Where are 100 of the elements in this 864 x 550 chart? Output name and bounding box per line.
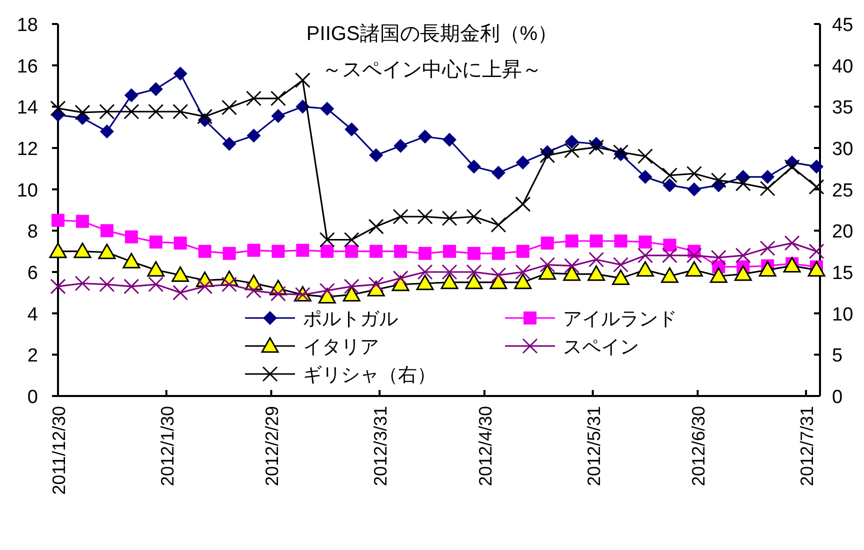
point <box>612 269 630 285</box>
point <box>660 267 678 283</box>
y-tick-label: 0 <box>27 387 38 408</box>
point <box>466 208 482 224</box>
x-tick-label: 2012/2/29 <box>262 406 282 486</box>
point <box>344 232 360 248</box>
point <box>563 265 581 281</box>
point <box>172 266 190 282</box>
point <box>124 278 140 294</box>
point <box>147 261 165 277</box>
y-tick-label: 12 <box>16 139 38 160</box>
y2-tick-label: 45 <box>832 15 854 36</box>
point <box>148 82 163 96</box>
point <box>662 248 678 264</box>
point <box>565 234 578 248</box>
point <box>124 88 138 102</box>
point <box>564 142 580 158</box>
point <box>784 159 800 175</box>
y-tick-label: 16 <box>16 56 38 78</box>
point <box>810 160 824 174</box>
point <box>148 104 164 120</box>
point <box>417 208 433 224</box>
x-tick-label: 2012/1/30 <box>157 406 178 486</box>
point <box>320 102 334 116</box>
point <box>368 276 384 292</box>
point <box>99 104 115 120</box>
point <box>440 274 458 290</box>
point <box>442 264 458 280</box>
x-tick-label: 2012/5/31 <box>584 406 604 486</box>
point <box>99 276 115 292</box>
point <box>368 218 384 234</box>
point <box>222 136 236 151</box>
y2-tick-label: 10 <box>832 304 854 326</box>
point <box>124 104 140 120</box>
point <box>392 208 408 224</box>
point <box>808 261 826 277</box>
point <box>272 244 285 258</box>
y2-tick-label: 25 <box>832 180 854 202</box>
point <box>540 148 556 164</box>
point <box>76 214 89 228</box>
point <box>49 242 67 258</box>
point <box>636 261 654 277</box>
point <box>98 244 116 260</box>
y2-tick-label: 35 <box>832 98 854 119</box>
point <box>370 244 383 258</box>
y2-tick-label: 15 <box>832 263 854 284</box>
point <box>808 179 824 195</box>
point <box>710 267 728 283</box>
legend-label: ポルトガル <box>303 309 398 330</box>
point <box>515 196 531 212</box>
point <box>614 234 628 248</box>
point <box>197 278 213 294</box>
point <box>197 108 213 124</box>
point <box>540 236 554 250</box>
point <box>466 264 482 280</box>
point <box>515 264 531 280</box>
y2-tick-label: 20 <box>832 222 854 243</box>
point <box>710 172 726 188</box>
point <box>735 176 751 192</box>
point <box>516 244 530 258</box>
point <box>564 134 579 149</box>
point <box>465 274 483 290</box>
point <box>271 108 286 123</box>
point <box>50 100 66 116</box>
legend-label: アイルランド <box>563 309 677 330</box>
point <box>418 246 432 260</box>
point <box>74 242 92 258</box>
y-tick-label: 6 <box>27 263 38 284</box>
point <box>760 170 775 184</box>
point <box>588 252 604 268</box>
point <box>222 246 236 260</box>
point <box>247 244 260 257</box>
point <box>149 236 162 249</box>
point <box>148 276 164 292</box>
point <box>417 264 433 280</box>
point <box>74 276 90 292</box>
x-tick-label: 2012/7/31 <box>797 406 818 486</box>
point <box>442 244 456 258</box>
y-tick-label: 18 <box>16 15 38 36</box>
point <box>638 170 652 184</box>
point <box>710 250 726 266</box>
point <box>662 178 677 192</box>
chart-title: PIIGS諸国の長期金利（%） <box>306 23 558 45</box>
point <box>124 230 138 244</box>
point <box>564 258 580 274</box>
point <box>613 144 629 160</box>
point <box>342 286 360 302</box>
point <box>344 122 359 136</box>
point <box>270 90 286 106</box>
point <box>416 274 434 290</box>
point <box>294 72 310 88</box>
point <box>514 274 532 290</box>
point <box>174 236 187 250</box>
y2-tick-label: 30 <box>832 139 854 160</box>
point <box>760 240 776 256</box>
point <box>686 166 702 182</box>
point <box>663 238 676 252</box>
point <box>344 278 360 294</box>
point <box>490 274 508 290</box>
point <box>687 182 702 196</box>
